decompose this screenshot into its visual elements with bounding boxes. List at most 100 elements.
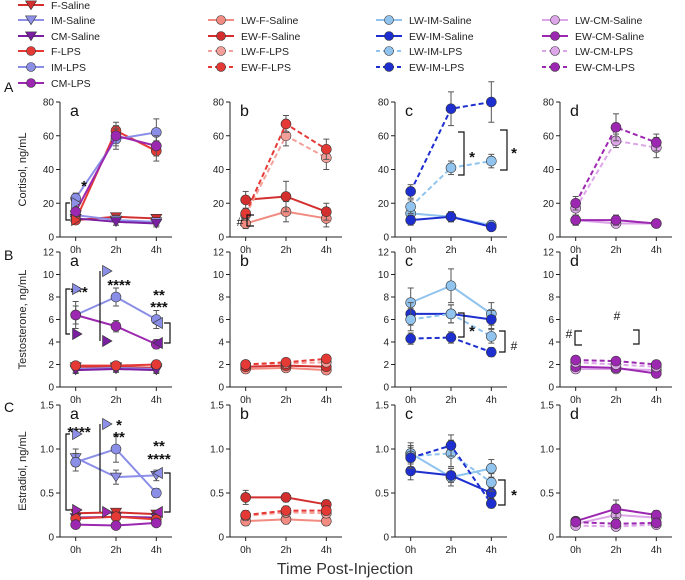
panel-label: d <box>570 253 579 270</box>
significance-label: # <box>566 327 573 341</box>
legend-item: LW-CM-Saline <box>542 15 642 27</box>
legend-item: LW-IM-LPS <box>376 46 462 58</box>
data-point <box>445 211 457 223</box>
legend: F-Saline IM-Saline CM-Saline F-LPS IM-LPS CM-… <box>18 0 644 90</box>
data-point <box>445 162 457 174</box>
panel-label: d <box>570 103 579 120</box>
legend-label: EW-F-Saline <box>241 31 300 43</box>
data-point <box>445 470 457 481</box>
x-tick-label: 0h <box>405 545 416 556</box>
legend-marker <box>216 46 226 56</box>
x-tick-label: 2h <box>445 545 456 556</box>
significance-bracket <box>458 312 465 338</box>
x-tick-label: 0h <box>405 245 416 256</box>
x-tick-label: 2h <box>445 395 456 406</box>
data-point <box>610 214 622 226</box>
y-tick-label: 6 <box>48 315 54 326</box>
significance-label: # <box>614 309 621 323</box>
x-tick-label: 2h <box>280 245 291 256</box>
significance-label: **** <box>107 277 131 294</box>
y-tick-label: 40 <box>378 165 390 176</box>
x-tick-label: 0h <box>570 395 581 406</box>
row-label: C <box>4 399 14 415</box>
x-tick-label: 2h <box>110 395 121 406</box>
y-tick-label: 6 <box>548 315 554 326</box>
legend-marker <box>24 0 38 11</box>
legend-marker <box>24 31 38 42</box>
significance-bracket <box>164 322 171 344</box>
data-point <box>486 314 497 325</box>
data-point <box>150 219 163 229</box>
data-point <box>486 155 497 167</box>
x-tick-label: 4h <box>321 395 332 406</box>
x-tick-label: 2h <box>445 245 456 256</box>
data-point <box>151 140 162 152</box>
panel-c-a: 0 0.5 1.0 1.5 0h 2h 4h a <box>40 401 172 556</box>
significance-bracket <box>633 329 640 345</box>
legend-marker <box>216 15 226 25</box>
data-point <box>405 186 416 197</box>
significance-label: * <box>469 323 475 340</box>
y-tick-label: 2 <box>548 360 554 371</box>
y-tick-label: 1.5 <box>540 401 554 412</box>
legend-marker <box>26 78 36 88</box>
y-tick-label: 1.0 <box>375 445 389 456</box>
y-tick-label: 10 <box>378 270 390 281</box>
legend-label: IM-LPS <box>51 62 86 74</box>
data-point <box>280 356 292 368</box>
legend-marker <box>550 31 560 41</box>
panel-b-d: 0 2 4 6 8 10 12 0h 2h 4h d <box>543 248 672 406</box>
data-point <box>570 354 581 366</box>
data-point <box>70 519 81 530</box>
x-tick-label: 0h <box>405 395 416 406</box>
data-point <box>486 477 497 488</box>
legend-label: LW-F-LPS <box>241 46 289 58</box>
y-tick-label: 1.5 <box>210 401 224 412</box>
legend-label: LW-F-Saline <box>241 15 299 27</box>
y-tick-label: 80 <box>378 98 390 109</box>
data-point <box>486 498 497 509</box>
data-point <box>610 518 622 530</box>
x-tick-label: 0h <box>70 245 81 256</box>
legend-item: F-Saline <box>18 0 90 12</box>
x-tick-label: 4h <box>151 245 162 256</box>
y-tick-label: 20 <box>43 199 55 210</box>
x-tick-label: 0h <box>240 395 251 406</box>
significance-bracket <box>574 330 582 346</box>
legend-marker <box>26 46 36 56</box>
legend-marker <box>550 62 560 72</box>
legend-label: EW-F-LPS <box>241 62 291 74</box>
y-tick-label: 0 <box>48 233 54 244</box>
data-point <box>651 137 662 148</box>
panel-label: b <box>240 253 249 270</box>
y-tick-label: 20 <box>378 199 390 210</box>
series-ew-f-saline <box>240 180 332 221</box>
y-tick-label: 1.0 <box>210 445 224 456</box>
bracket-marker <box>72 282 83 296</box>
series-ew-cm-lps <box>570 516 662 530</box>
data-point <box>240 359 251 370</box>
data-point <box>651 359 662 370</box>
data-point <box>280 492 292 503</box>
y-tick-label: 10 <box>543 270 555 281</box>
data-point <box>405 452 416 464</box>
series-lw-im-lps <box>405 304 497 344</box>
data-point <box>70 456 81 468</box>
series-lw-im-lps <box>405 153 497 214</box>
series-ew-im-lps <box>405 81 497 199</box>
legend-item: EW-CM-LPS <box>542 62 635 74</box>
legend-marker <box>384 31 394 41</box>
legend-marker <box>26 62 36 72</box>
y-axis-label: Testosterone, ng/mL <box>17 270 29 370</box>
data-point <box>109 472 123 483</box>
data-point <box>240 492 251 503</box>
legend-item: EW-IM-Saline <box>376 31 474 43</box>
data-point <box>151 487 162 499</box>
row-label: B <box>4 247 13 263</box>
panel-b-c: 0 2 4 6 8 10 12 0h 2h 4h c <box>378 248 507 406</box>
y-tick-label: 4 <box>218 338 224 349</box>
significance-label: *** <box>150 299 168 316</box>
significance-label: * <box>81 178 87 195</box>
